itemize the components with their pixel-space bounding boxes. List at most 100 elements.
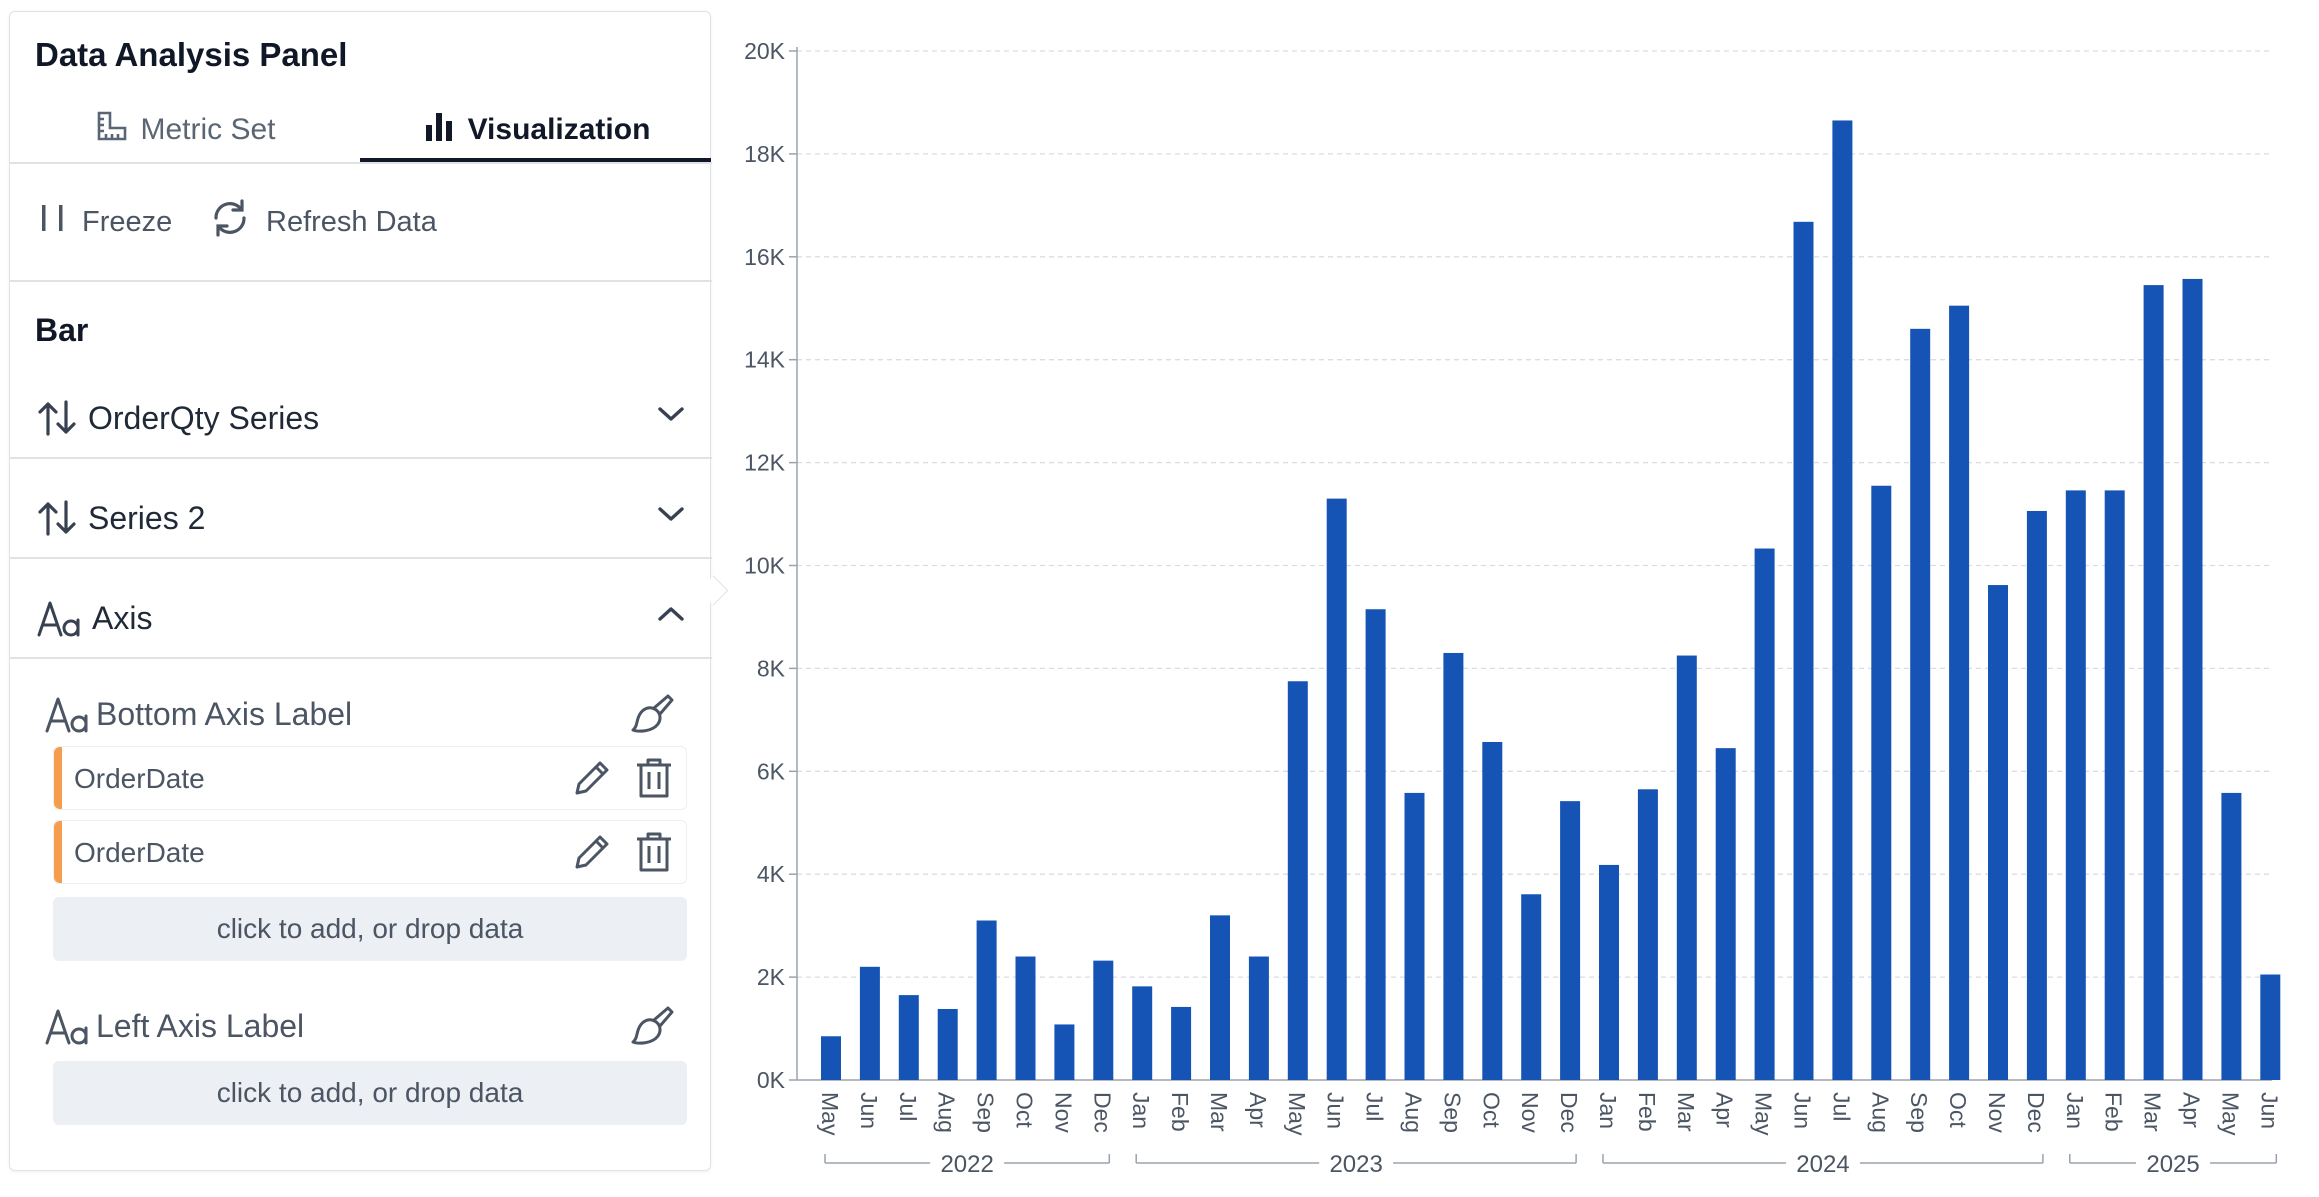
year-label: 2025 [2146,1151,2199,1178]
bar [1210,915,1230,1080]
bottom-axis-dropzone[interactable]: click to add, or drop data [53,897,687,961]
x-tick-label: Apr [1712,1092,1738,1128]
left-axis-label-header: Left Axis Label [10,996,712,1056]
bar [2104,490,2125,1080]
x-tick-label: Oct [1012,1092,1038,1128]
x-tick-label: Dec [2023,1092,2049,1133]
sort-arrows-icon [36,398,78,438]
bar [2182,278,2203,1081]
ruler-square-icon [94,109,140,151]
x-tick-label: Feb [1634,1092,1660,1132]
bar [1949,305,1970,1080]
field-chip-orderdate[interactable]: OrderDate [53,746,687,810]
accordion-orderqty-series[interactable]: OrderQty Series [10,368,712,468]
pencil-icon[interactable] [571,757,613,804]
freeze-label: Freeze [82,205,173,238]
x-tick-label: Feb [1167,1092,1193,1132]
bar [1248,956,1269,1080]
y-tick-label: 20K [744,38,786,64]
bar [1287,681,1308,1080]
bar [1132,986,1153,1080]
x-tick-label: Jan [2062,1092,2088,1129]
bar [1326,498,1347,1080]
year-label: 2023 [1329,1151,1382,1178]
left-axis-dropzone[interactable]: click to add, or drop data [53,1061,687,1125]
bar-chart: 0K 2K 4K 6K 8K 10K 12K 14K 16K 18K 20K May Jun Jul Aug… [720,0,2319,1197]
tab-visualization[interactable]: Visualization [360,98,712,162]
field-chip-stripe [54,747,62,809]
refresh-icon [208,196,266,248]
tab-metric-set[interactable]: Metric Set [10,98,360,162]
accordion-axis[interactable]: Axis [10,568,712,668]
bar [2026,510,2047,1080]
chevron-down-icon [656,504,686,529]
bar [1832,120,1853,1080]
bar-chart-icon [422,109,468,151]
bar [1560,801,1581,1080]
field-chip-stripe [54,821,62,883]
accordion-series-2[interactable]: Series 2 [10,468,712,568]
text-format-icon [44,694,90,734]
y-tick-label: 18K [744,141,786,167]
x-tick-label: Jun [856,1092,882,1129]
pencil-icon[interactable] [571,831,613,878]
field-chip-label: OrderDate [74,837,205,868]
x-tick-label: Nov [1050,1092,1076,1133]
field-chip-orderdate[interactable]: OrderDate [53,820,687,884]
x-tick-label: Jun [1323,1092,1349,1129]
bar [1093,960,1114,1080]
x-tick-label: Aug [934,1092,960,1133]
y-tick-label: 16K [744,244,786,270]
x-tick-label: Dec [1556,1092,1582,1133]
x-tick-label: May [817,1092,843,1136]
bar [2260,974,2281,1080]
bar [2065,490,2086,1080]
freeze-button[interactable]: Freeze [38,197,172,247]
freeze-icon [38,202,82,242]
x-tick-label: Nov [1517,1092,1543,1133]
data-analysis-panel: Data Analysis Panel Metric Set Visualiza… [9,11,712,1171]
field-chip-label: OrderDate [74,763,205,794]
brush-icon[interactable] [630,692,676,741]
y-tick-label: 8K [757,655,786,681]
accordion-label: Axis [92,599,153,636]
brush-icon[interactable] [630,1004,676,1053]
x-tick-label: Oct [1945,1092,1971,1128]
accordion-label: Series 2 [88,499,206,536]
divider [10,557,712,559]
trash-icon[interactable] [633,830,675,879]
bar [2143,285,2164,1080]
x-tick-label: Jan [1128,1092,1154,1129]
x-tick-label: Sep [1906,1092,1932,1133]
refresh-data-button[interactable]: Refresh Data [208,197,437,247]
panel-title: Data Analysis Panel [35,36,348,73]
refresh-data-label: Refresh Data [266,205,437,238]
chevron-up-icon [656,604,686,629]
x-tick-label: Apr [1245,1092,1271,1128]
bar [898,995,919,1080]
x-tick-label: Jul [895,1092,921,1121]
x-tick-label: Sep [973,1092,999,1133]
bar [1404,792,1425,1080]
y-tick-label: 14K [744,347,786,373]
divider [10,657,712,659]
bar [1754,548,1775,1080]
active-tab-indicator [360,158,711,162]
x-tick-label: Aug [1401,1092,1427,1133]
bar [2221,792,2242,1080]
bottom-axis-label-title: Bottom Axis Label [96,695,353,732]
text-format-icon [36,598,82,638]
bar [1715,748,1736,1080]
trash-icon[interactable] [633,756,675,805]
x-tick-label: May [2217,1092,2243,1136]
x-tick-label: Jun [2256,1092,2282,1129]
bar [937,1008,958,1080]
bar [1521,894,1542,1080]
sort-arrows-icon [36,498,78,538]
y-tick-label: 0K [757,1067,786,1093]
bar [976,920,997,1080]
divider [10,280,712,282]
x-tick-label: Sep [1439,1092,1465,1133]
bar-chart-svg: 0K 2K 4K 6K 8K 10K 12K 14K 16K 18K 20K May Jun Jul Aug… [744,38,2282,1178]
x-tick-label: Jan [1595,1092,1621,1129]
